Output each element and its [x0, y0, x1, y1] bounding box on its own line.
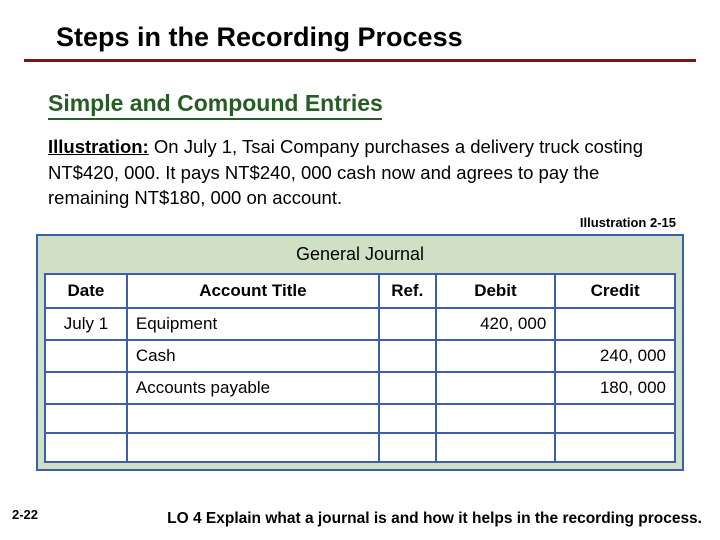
cell-credit	[555, 433, 675, 462]
cell-ref	[379, 308, 436, 340]
cell-credit: 180, 000	[555, 372, 675, 404]
learning-objective: LO 4 Explain what a journal is and how i…	[167, 510, 702, 528]
illustration-ref: Illustration 2-15	[0, 215, 720, 230]
slide-title: Steps in the Recording Process	[0, 0, 720, 59]
table-row: Accounts payable 180, 000	[45, 372, 675, 404]
cell-date: July 1	[45, 308, 127, 340]
cell-date	[45, 340, 127, 372]
table-row: July 1 Equipment 420, 000	[45, 308, 675, 340]
cell-debit	[436, 372, 556, 404]
cell-debit: 420, 000	[436, 308, 556, 340]
cell-credit: 240, 000	[555, 340, 675, 372]
cell-title: Accounts payable	[127, 372, 379, 404]
table-row	[45, 404, 675, 433]
cell-credit	[555, 308, 675, 340]
col-header-date: Date	[45, 274, 127, 308]
cell-credit	[555, 404, 675, 433]
cell-debit	[436, 340, 556, 372]
cell-title	[127, 433, 379, 462]
col-header-credit: Credit	[555, 274, 675, 308]
table-row: Cash 240, 000	[45, 340, 675, 372]
cell-title	[127, 404, 379, 433]
journal-table: Date Account Title Ref. Debit Credit Jul…	[44, 273, 676, 463]
cell-date	[45, 404, 127, 433]
cell-title: Equipment	[127, 308, 379, 340]
cell-date	[45, 433, 127, 462]
cell-debit	[436, 404, 556, 433]
journal-panel: General Journal Date Account Title Ref. …	[36, 234, 684, 471]
col-header-debit: Debit	[436, 274, 556, 308]
cell-ref	[379, 372, 436, 404]
cell-title: Cash	[127, 340, 379, 372]
illustration-text: Illustration: On July 1, Tsai Company pu…	[0, 120, 720, 211]
section-title: Simple and Compound Entries	[0, 62, 720, 117]
col-header-ref: Ref.	[379, 274, 436, 308]
journal-caption: General Journal	[44, 240, 676, 273]
col-header-title: Account Title	[127, 274, 379, 308]
illustration-label: Illustration:	[48, 136, 149, 157]
table-row	[45, 433, 675, 462]
cell-ref	[379, 404, 436, 433]
cell-date	[45, 372, 127, 404]
cell-ref	[379, 340, 436, 372]
page-number: 2-22	[12, 507, 38, 522]
table-header-row: Date Account Title Ref. Debit Credit	[45, 274, 675, 308]
cell-debit	[436, 433, 556, 462]
cell-ref	[379, 433, 436, 462]
